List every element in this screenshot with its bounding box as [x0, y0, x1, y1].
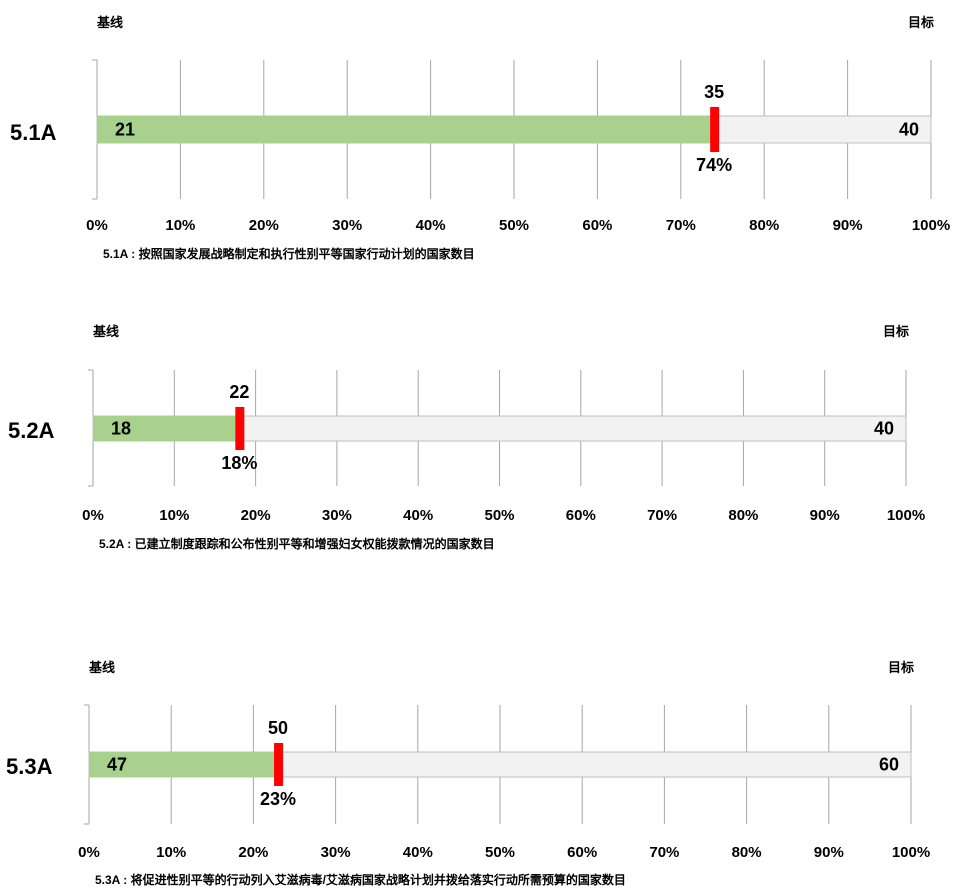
x-tick-label: 20% [241, 507, 271, 524]
x-tick-label: 100% [912, 217, 950, 234]
chart-caption: 5.1A : 按照国家发展战略制定和执行性别平等国家行动计划的国家数目 [103, 246, 475, 261]
baseline-value: 18 [111, 419, 131, 439]
x-tick-label: 90% [814, 844, 844, 861]
row-label: 5.3A [6, 754, 53, 779]
progress-bar [93, 416, 240, 441]
x-tick-label: 80% [728, 507, 758, 524]
x-tick-label: 90% [810, 507, 840, 524]
x-tick-label: 30% [332, 217, 362, 234]
x-tick-label: 60% [582, 217, 612, 234]
target-value: 40 [874, 419, 894, 439]
target-header: 目标 [883, 324, 909, 339]
x-tick-label: 30% [321, 844, 351, 861]
x-tick-label: 0% [86, 217, 108, 234]
baseline-header: 基线 [96, 15, 123, 30]
x-tick-label: 10% [156, 844, 186, 861]
x-tick-label: 10% [165, 217, 195, 234]
x-tick-label: 40% [403, 507, 433, 524]
x-tick-label: 50% [499, 217, 529, 234]
x-tick-label: 50% [484, 507, 514, 524]
baseline-header: 基线 [92, 324, 119, 339]
x-tick-label: 30% [322, 507, 352, 524]
progress-bar [89, 752, 279, 777]
current-marker [274, 743, 284, 786]
chart-caption: 5.3A : 将促进性别平等的行动列入艾滋病毒/艾滋病国家战略计划并拨给落实行动… [95, 872, 626, 887]
x-tick-label: 100% [887, 507, 925, 524]
x-tick-label: 70% [649, 844, 679, 861]
x-tick-label: 60% [566, 507, 596, 524]
target-value: 60 [879, 755, 899, 775]
current-value: 22 [229, 382, 249, 402]
x-tick-label: 0% [78, 844, 100, 861]
x-tick-label: 80% [732, 844, 762, 861]
row-label: 5.1A [10, 120, 57, 145]
x-tick-label: 70% [647, 507, 677, 524]
baseline-header: 基线 [88, 660, 115, 675]
baseline-value: 21 [115, 120, 135, 140]
x-tick-label: 80% [749, 217, 779, 234]
x-tick-label: 20% [249, 217, 279, 234]
progress-percent: 74% [696, 155, 732, 175]
progress-percent: 18% [221, 453, 257, 473]
x-tick-label: 70% [666, 217, 696, 234]
x-tick-label: 90% [833, 217, 863, 234]
target-header: 目标 [888, 660, 914, 675]
baseline-value: 47 [107, 755, 127, 775]
current-value: 50 [268, 718, 288, 738]
current-value: 35 [704, 82, 724, 102]
current-marker [710, 107, 720, 152]
x-tick-label: 50% [485, 844, 515, 861]
row-label: 5.2A [8, 418, 55, 443]
x-tick-label: 100% [892, 844, 930, 861]
x-tick-label: 0% [82, 507, 104, 524]
chart-caption: 5.2A : 已建立制度跟踪和公布性别平等和增强妇女权能拨款情况的国家数目 [99, 536, 495, 551]
target-value: 40 [899, 120, 919, 140]
x-tick-label: 40% [403, 844, 433, 861]
progress-percent: 23% [260, 789, 296, 809]
x-tick-label: 60% [567, 844, 597, 861]
x-tick-label: 20% [238, 844, 268, 861]
x-tick-label: 10% [159, 507, 189, 524]
x-tick-label: 40% [416, 217, 446, 234]
target-header: 目标 [908, 15, 934, 30]
progress-bar [97, 116, 715, 143]
current-marker [235, 407, 245, 450]
